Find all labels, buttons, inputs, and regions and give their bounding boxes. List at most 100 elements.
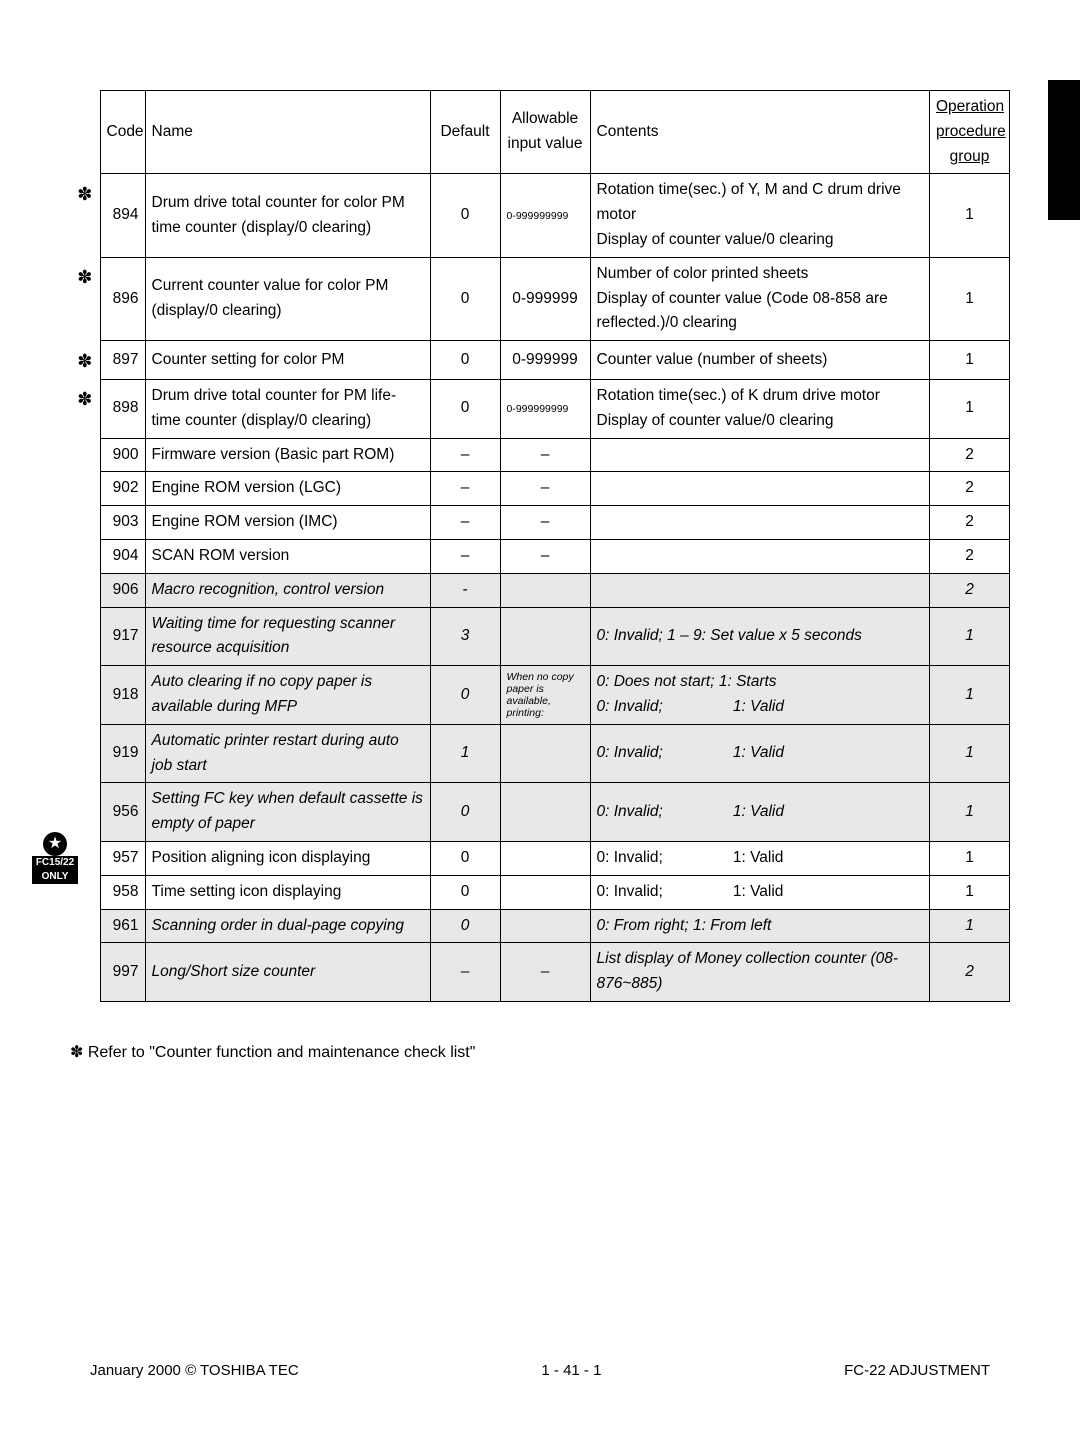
cell: 0: Does not start; 1: Starts0: Invalid;1… xyxy=(590,666,930,725)
cell: 2 xyxy=(930,438,1010,472)
cell: – xyxy=(500,943,590,1002)
cell xyxy=(590,506,930,540)
cell: – xyxy=(430,438,500,472)
cell: Auto clearing if no copy paper is availa… xyxy=(145,666,430,725)
cell: 961 xyxy=(100,909,145,943)
cell xyxy=(70,783,100,842)
footer-right: FC-22 ADJUSTMENT xyxy=(844,1362,990,1379)
cell: 0: Invalid;1: Valid xyxy=(590,783,930,842)
cell: 0 xyxy=(430,666,500,725)
cell: ✽ xyxy=(70,379,100,438)
footer-center: 1 - 41 - 1 xyxy=(541,1362,601,1379)
cell xyxy=(590,573,930,607)
cell: 0 xyxy=(430,875,500,909)
cell: – xyxy=(500,506,590,540)
cell: 1 xyxy=(930,666,1010,725)
cell: 2 xyxy=(930,472,1010,506)
cell: 0-999999999 xyxy=(500,174,590,257)
cell: 1 xyxy=(430,724,500,783)
cell: – xyxy=(500,539,590,573)
table-row: 918Auto clearing if no copy paper is ava… xyxy=(70,666,1010,725)
cell: Counter value (number of sheets) xyxy=(590,341,930,380)
cell: 897 xyxy=(100,341,145,380)
cell: 2 xyxy=(930,573,1010,607)
cell: 900 xyxy=(100,438,145,472)
cell xyxy=(70,573,100,607)
cell: 0 xyxy=(430,909,500,943)
cell: 1 xyxy=(930,607,1010,666)
cell: Counter setting for color PM xyxy=(145,341,430,380)
cell: – xyxy=(430,506,500,540)
cell: 2 xyxy=(930,539,1010,573)
cell: Firmware version (Basic part ROM) xyxy=(145,438,430,472)
cell: Drum drive total counter for PM life-tim… xyxy=(145,379,430,438)
cell: Current counter value for color PM (disp… xyxy=(145,257,430,340)
cell: 958 xyxy=(100,875,145,909)
th-default: Default xyxy=(430,91,500,174)
cell xyxy=(70,438,100,472)
cell: 3 xyxy=(430,607,500,666)
table-row: 903Engine ROM version (IMC)––2 xyxy=(70,506,1010,540)
cell: 902 xyxy=(100,472,145,506)
cell: 0 xyxy=(430,257,500,340)
cell xyxy=(70,472,100,506)
cell xyxy=(70,607,100,666)
cell: – xyxy=(430,472,500,506)
table-row: 900Firmware version (Basic part ROM)––2 xyxy=(70,438,1010,472)
cell: Number of color printed sheetsDisplay of… xyxy=(590,257,930,340)
cell: 2 xyxy=(930,943,1010,1002)
table-row: 956Setting FC key when default cassette … xyxy=(70,783,1010,842)
cell: 0 xyxy=(430,174,500,257)
cell: 917 xyxy=(100,607,145,666)
cell: Automatic printer restart during auto jo… xyxy=(145,724,430,783)
cell xyxy=(70,539,100,573)
cell: ✽ xyxy=(70,341,100,380)
table-row: 906Macro recognition, control version-2 xyxy=(70,573,1010,607)
page-footer: January 2000 © TOSHIBA TEC 1 - 41 - 1 FC… xyxy=(0,1362,1080,1379)
cell: ✽ xyxy=(70,257,100,340)
cell xyxy=(500,724,590,783)
cell xyxy=(70,841,100,875)
cell xyxy=(70,875,100,909)
cell: 898 xyxy=(100,379,145,438)
cell: 0-999999 xyxy=(500,341,590,380)
cell xyxy=(500,573,590,607)
cell: Engine ROM version (IMC) xyxy=(145,506,430,540)
cell: Position aligning icon displaying xyxy=(145,841,430,875)
cell: 0: Invalid;1: Valid xyxy=(590,875,930,909)
table-row: ✽894Drum drive total counter for color P… xyxy=(70,174,1010,257)
table-row: 958Time setting icon displaying0 0: Inval… xyxy=(70,875,1010,909)
table-row: 904SCAN ROM version––2 xyxy=(70,539,1010,573)
cell xyxy=(70,666,100,725)
cell: Waiting time for requesting scanner reso… xyxy=(145,607,430,666)
cell: Rotation time(sec.) of Y, M and C drum d… xyxy=(590,174,930,257)
th-allowable: Allowable input value xyxy=(500,91,590,174)
cell: – xyxy=(430,943,500,1002)
table-row: 997Long/Short size counter––List display… xyxy=(70,943,1010,1002)
table-row: ✽897Counter setting for color PM00-99999… xyxy=(70,341,1010,380)
cell: 904 xyxy=(100,539,145,573)
cell: 0 xyxy=(430,783,500,842)
cell: 0-999999999 xyxy=(500,379,590,438)
cell: 0: Invalid;1: Valid xyxy=(590,724,930,783)
cell xyxy=(590,438,930,472)
cell xyxy=(590,472,930,506)
cell: 1 xyxy=(930,341,1010,380)
footnote: ✽ Refer to "Counter function and mainten… xyxy=(70,1042,1010,1062)
cell xyxy=(500,875,590,909)
cell: 1 xyxy=(930,841,1010,875)
cell xyxy=(500,607,590,666)
table-row: ✽896Current counter value for color PM (… xyxy=(70,257,1010,340)
cell: 1 xyxy=(930,257,1010,340)
cell: 903 xyxy=(100,506,145,540)
cell: 896 xyxy=(100,257,145,340)
cell: 956 xyxy=(100,783,145,842)
cell: Time setting icon displaying xyxy=(145,875,430,909)
cell: 2 xyxy=(930,506,1010,540)
cell: 919 xyxy=(100,724,145,783)
th-code: Code xyxy=(100,91,145,174)
th-contents: Contents xyxy=(590,91,930,174)
cell xyxy=(70,909,100,943)
cell: 1 xyxy=(930,875,1010,909)
cell: 1 xyxy=(930,783,1010,842)
